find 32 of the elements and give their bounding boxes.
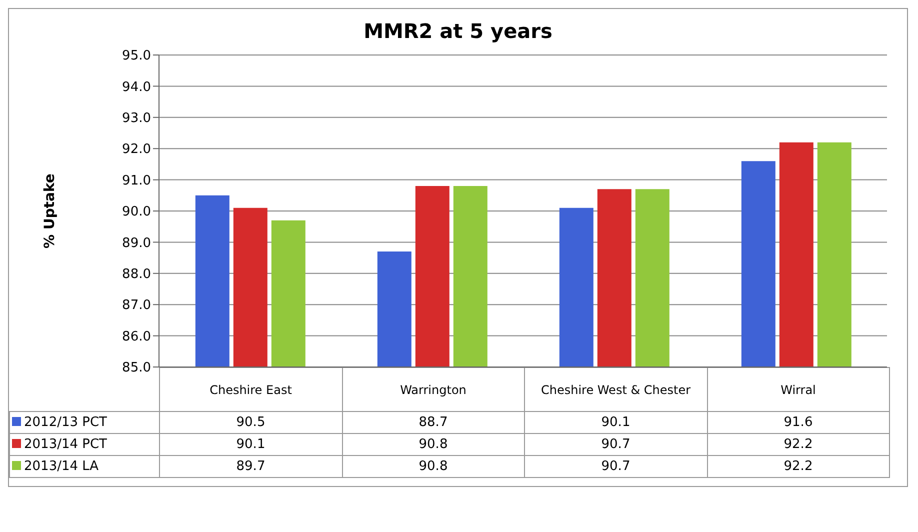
legend-label: 2013/14 PCT	[10, 434, 160, 456]
data-label: 90.1	[160, 434, 342, 456]
y-tick-label: 95.0	[122, 48, 151, 64]
data-label: 90.1	[524, 412, 707, 434]
y-tick-label: 92.0	[122, 142, 151, 158]
y-tick-label: 88.0	[122, 267, 151, 282]
data-label: 90.5	[160, 412, 342, 434]
data-label: 91.6	[707, 412, 890, 434]
data-label: 90.8	[342, 456, 524, 478]
y-tick-label: 87.0	[122, 298, 151, 314]
x-tick-label: Wirral	[707, 368, 890, 412]
legend-label: 2012/13 PCT	[10, 412, 160, 434]
y-axis-title: % Uptake	[42, 174, 58, 248]
chart-title: MMR2 at 5 years	[362, 18, 554, 45]
y-tick-label: 90.0	[122, 204, 151, 220]
data-label: 90.8	[342, 434, 524, 456]
data-label: 90.7	[524, 456, 707, 478]
y-tick-label: 94.0	[122, 80, 151, 95]
y-tick-label: 93.0	[122, 111, 151, 126]
data-label: 92.2	[707, 434, 890, 456]
x-tick-label: Cheshire East	[160, 368, 342, 412]
data-label: 89.7	[160, 456, 342, 478]
y-tick-label: 89.0	[122, 236, 151, 251]
data-label: 88.7	[342, 412, 524, 434]
x-tick-label: Cheshire West & Chester	[524, 368, 707, 412]
y-tick-label: 85.0	[122, 360, 151, 376]
y-tick-label: 86.0	[122, 329, 151, 344]
data-label: 90.7	[524, 434, 707, 456]
legend-label: 2013/14 LA	[10, 456, 160, 478]
data-label: 92.2	[707, 456, 890, 478]
x-tick-label: Warrington	[342, 368, 524, 412]
y-tick-label: 91.0	[122, 173, 151, 188]
